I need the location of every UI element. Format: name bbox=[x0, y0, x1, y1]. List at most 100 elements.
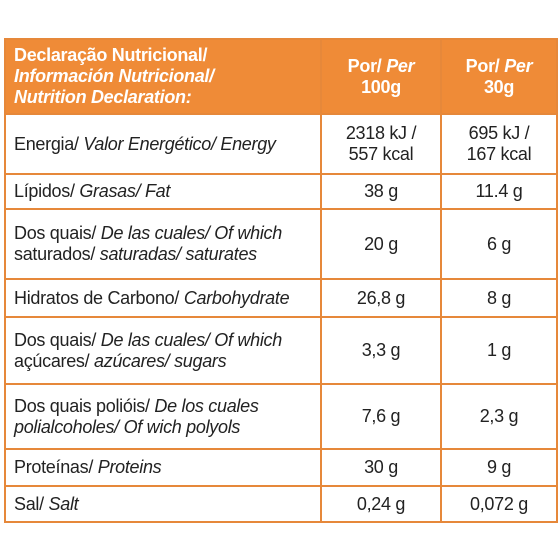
nutrient-value: 30 g bbox=[320, 448, 442, 487]
italic-text: Valor Energético/ Energy bbox=[83, 133, 276, 154]
text-line: Por/ Per bbox=[450, 56, 548, 77]
text-line: Por/ Per bbox=[330, 56, 432, 77]
text-line: Nutrition Declaration: bbox=[14, 87, 312, 108]
nutrient-value: 695 kJ /167 kcal bbox=[440, 113, 558, 175]
value-line: 167 kcal bbox=[466, 144, 532, 164]
nutrient-value: 1 g bbox=[440, 316, 558, 385]
value-line: 38 g bbox=[364, 181, 398, 201]
regular-text: saturados/ bbox=[14, 244, 96, 264]
text-line: Hidratos de Carbono/ Carbohydrate bbox=[14, 288, 312, 309]
nutrient-label: Hidratos de Carbono/ Carbohydrate bbox=[4, 278, 322, 318]
text-line: Proteínas/ Proteins bbox=[14, 457, 312, 478]
nutrient-value: 26,8 g bbox=[320, 278, 442, 318]
nutrient-row: Dos quais/ De las cuales/ Of which açúcar… bbox=[4, 316, 558, 385]
italic-text: Información Nutricional/ bbox=[14, 66, 214, 86]
value-line: 557 kcal bbox=[348, 144, 414, 164]
regular-text: Sal/ bbox=[14, 493, 44, 514]
italic-text: Per bbox=[386, 55, 415, 76]
value-line: 1 g bbox=[486, 340, 512, 360]
regular-text: Hidratos de Carbono/ bbox=[14, 287, 180, 308]
value-line: 26,8 g bbox=[356, 287, 406, 308]
text-line: Declaração Nutricional/ bbox=[14, 45, 312, 66]
text-line: Lípidos/ Grasas/ Fat bbox=[14, 181, 312, 202]
italic-text: Carbohydrate bbox=[183, 287, 290, 308]
nutrient-row: Lípidos/ Grasas/ Fat 38 g 11.4 g bbox=[4, 173, 558, 210]
regular-text: Proteínas/ bbox=[14, 457, 94, 477]
column-header: Por/ Per 30g bbox=[440, 38, 558, 115]
nutrient-label: Proteínas/ Proteins bbox=[4, 448, 322, 487]
column-amount: 30g bbox=[483, 76, 515, 97]
nutrient-label: Dos quais/ De las cuales/ Of which açúcar… bbox=[4, 316, 322, 385]
nutrient-value: 9 g bbox=[440, 448, 558, 487]
text-line: saturados/ saturadas/ saturates bbox=[14, 244, 312, 265]
value-line: 0,24 g bbox=[356, 493, 406, 514]
nutrient-value: 38 g bbox=[320, 173, 442, 210]
nutrient-value: 2,3 g bbox=[440, 383, 558, 450]
regular-text: Por/ bbox=[347, 55, 382, 76]
nutrient-label: Lípidos/ Grasas/ Fat bbox=[4, 173, 322, 210]
text-line: açúcares/ azúcares/ sugars bbox=[14, 351, 312, 372]
value-line: 11.4 g bbox=[475, 181, 523, 201]
header-row: Declaração Nutricional/Información Nutri… bbox=[4, 38, 558, 115]
italic-text: Proteins bbox=[97, 457, 162, 477]
text-line: Sal/ Salt bbox=[14, 494, 312, 515]
text-line: Dos quais/ De las cuales/ Of which bbox=[14, 330, 312, 351]
italic-text: Salt bbox=[48, 493, 79, 514]
nutrition-table: Declaração Nutricional/Información Nutri… bbox=[4, 38, 558, 523]
value-line: 0,072 g bbox=[470, 493, 528, 514]
nutrient-value: 20 g bbox=[320, 208, 442, 280]
value-line: 2318 kJ / bbox=[345, 123, 417, 143]
text-line: polialcoholes/ Of wich polyols bbox=[14, 417, 312, 438]
nutrient-row: Hidratos de Carbono/ Carbohydrate 26,8 g 8… bbox=[4, 278, 558, 318]
column-header: Por/ Per 100g bbox=[320, 38, 442, 115]
italic-text: Nutrition Declaration: bbox=[14, 87, 192, 107]
text-line: Información Nutricional/ bbox=[14, 66, 312, 87]
nutrient-row: Energia/ Valor Energético/ Energy 2318 kJ… bbox=[4, 113, 558, 175]
nutrient-label: Sal/ Salt bbox=[4, 485, 322, 523]
nutrient-value: 2318 kJ /557 kcal bbox=[320, 113, 442, 175]
nutrient-label: Energia/ Valor Energético/ Energy bbox=[4, 113, 322, 175]
nutrient-value: 0,24 g bbox=[320, 485, 442, 523]
italic-text: saturadas/ saturates bbox=[99, 244, 257, 264]
italic-text: De los cuales bbox=[154, 395, 259, 416]
value-line: 7,6 g bbox=[361, 406, 401, 426]
text-line: Dos quais/ De las cuales/ Of which bbox=[14, 223, 312, 244]
regular-text: Declaração Nutricional/ bbox=[14, 45, 208, 65]
regular-text: Por/ bbox=[465, 55, 500, 76]
value-line: 695 kJ / bbox=[468, 123, 530, 143]
nutrient-row: Dos quais polióis/ De los cuales polialco… bbox=[4, 383, 558, 450]
nutrient-value: 6 g bbox=[440, 208, 558, 280]
nutrient-row: Dos quais/ De las cuales/ Of which satura… bbox=[4, 208, 558, 280]
nutrient-value: 8 g bbox=[440, 278, 558, 318]
regular-text: Dos quais/ bbox=[14, 223, 97, 243]
value-line: 6 g bbox=[486, 233, 512, 254]
value-line: 2,3 g bbox=[479, 406, 519, 426]
italic-text: azúcares/ sugars bbox=[94, 350, 227, 371]
regular-text: Lípidos/ bbox=[14, 181, 75, 201]
text-line: Energia/ Valor Energético/ Energy bbox=[14, 134, 312, 155]
nutrient-row: Sal/ Salt 0,24 g 0,072 g bbox=[4, 485, 558, 523]
nutrient-value: 7,6 g bbox=[320, 383, 442, 450]
nutrient-label: Dos quais polióis/ De los cuales polialco… bbox=[4, 383, 322, 450]
value-line: 20 g bbox=[364, 233, 398, 254]
regular-text: Dos quais/ bbox=[14, 329, 97, 350]
nutrient-row: Proteínas/ Proteins 30 g 9 g bbox=[4, 448, 558, 487]
value-line: 30 g bbox=[364, 457, 398, 477]
value-line: 8 g bbox=[486, 287, 512, 308]
italic-text: Grasas/ Fat bbox=[79, 181, 171, 201]
nutrient-value: 0,072 g bbox=[440, 485, 558, 523]
value-line: 9 g bbox=[486, 457, 512, 477]
nutrient-label: Dos quais/ De las cuales/ Of which satura… bbox=[4, 208, 322, 280]
regular-text: Energia/ bbox=[14, 133, 79, 154]
italic-text: Per bbox=[504, 55, 533, 76]
text-line: Dos quais polióis/ De los cuales bbox=[14, 396, 312, 417]
nutrient-value: 11.4 g bbox=[440, 173, 558, 210]
nutrient-value: 3,3 g bbox=[320, 316, 442, 385]
value-line: 3,3 g bbox=[361, 340, 401, 360]
italic-text: De las cuales/ Of which bbox=[100, 223, 282, 243]
italic-text: polialcoholes/ Of wich polyols bbox=[14, 416, 241, 437]
header-title: Declaração Nutricional/Información Nutri… bbox=[4, 38, 322, 115]
regular-text: açúcares/ bbox=[14, 350, 90, 371]
italic-text: De las cuales/ Of which bbox=[100, 329, 282, 350]
